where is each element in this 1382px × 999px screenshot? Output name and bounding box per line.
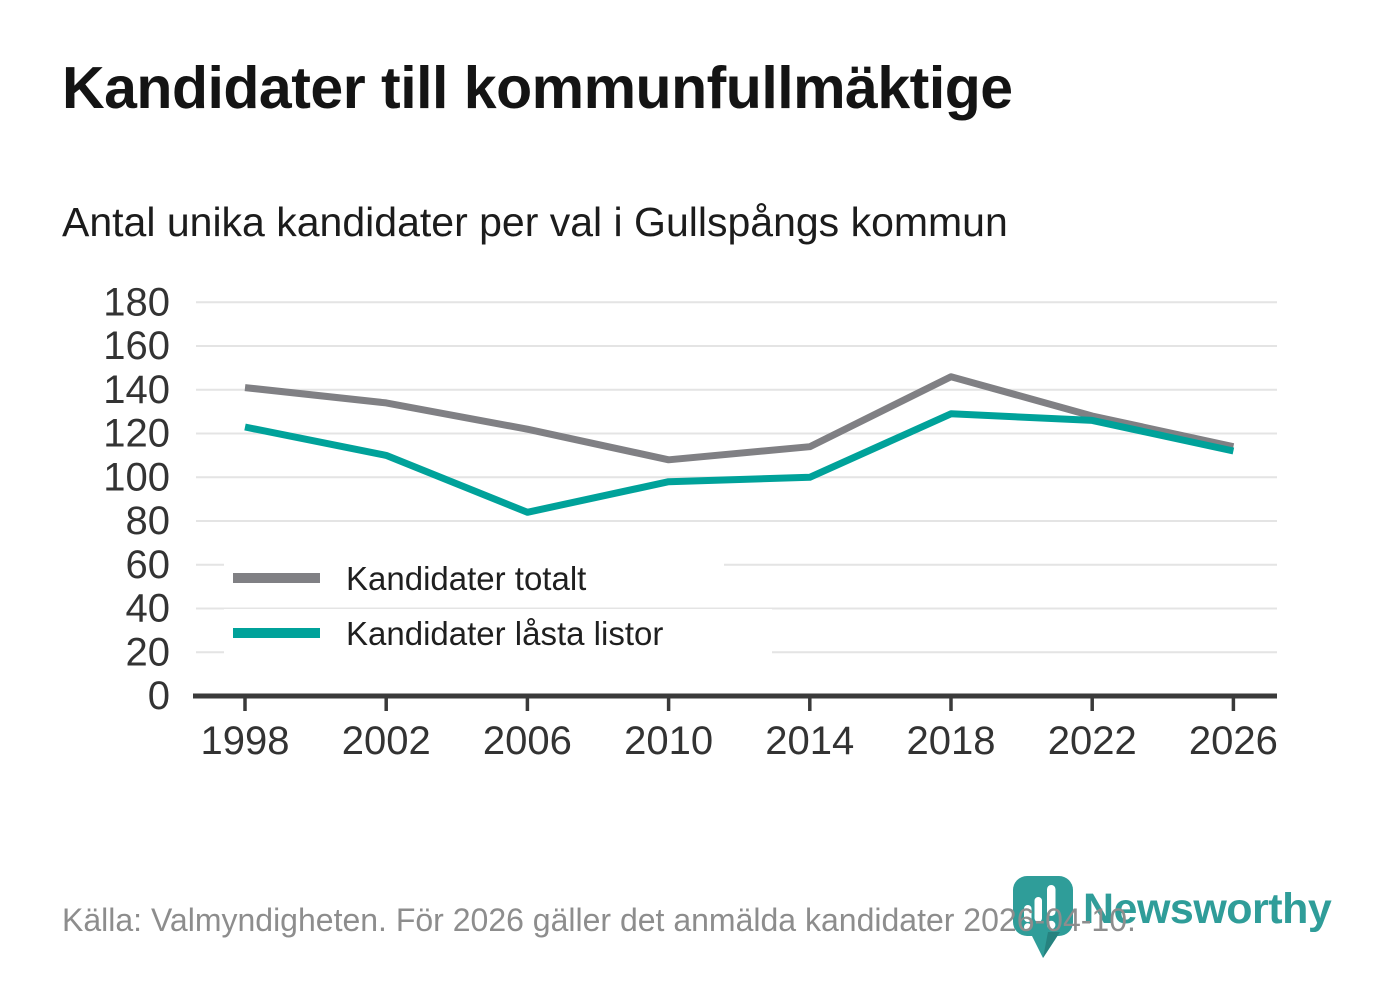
newsworthy-icon	[1013, 876, 1073, 958]
y-tick-label: 160	[103, 324, 170, 368]
y-tick-label: 180	[103, 280, 170, 324]
y-tick-label: 80	[126, 499, 171, 543]
x-tick-label: 2018	[907, 719, 996, 763]
y-tick-label: 20	[126, 630, 171, 674]
y-tick-label: 120	[103, 412, 170, 456]
series-line-kandidater-l-sta-listor	[244, 410, 1235, 516]
x-tick-label: 2010	[624, 719, 713, 763]
x-tick-label: 2014	[765, 719, 854, 763]
chart-subtitle: Antal unika kandidater per val i Gullspå…	[62, 199, 1008, 245]
newsworthy-logo: Newsworthy	[1012, 874, 1332, 964]
y-tick-label: 60	[126, 543, 171, 587]
y-tick-label: 40	[126, 587, 171, 631]
y-tick-label: 140	[103, 368, 170, 412]
x-tick-label: 2002	[342, 719, 431, 763]
page-title: Kandidater till kommunfullmäktige	[62, 55, 1013, 121]
newsworthy-wordmark: Newsworthy	[1083, 885, 1332, 933]
legend-label: Kandidater totalt	[346, 560, 586, 597]
y-tick-label: 100	[103, 455, 170, 499]
source-note: Källa: Valmyndigheten. För 2026 gäller d…	[62, 902, 1136, 938]
x-tick-label: 2026	[1189, 719, 1278, 763]
series-line-kandidater-totalt	[244, 373, 1235, 464]
y-tick-label: 0	[148, 674, 170, 718]
legend-label: Kandidater låsta listor	[346, 615, 663, 652]
x-tick-label: 2006	[483, 719, 572, 763]
x-tick-label: 2022	[1048, 719, 1137, 763]
x-tick-label: 1998	[201, 719, 290, 763]
